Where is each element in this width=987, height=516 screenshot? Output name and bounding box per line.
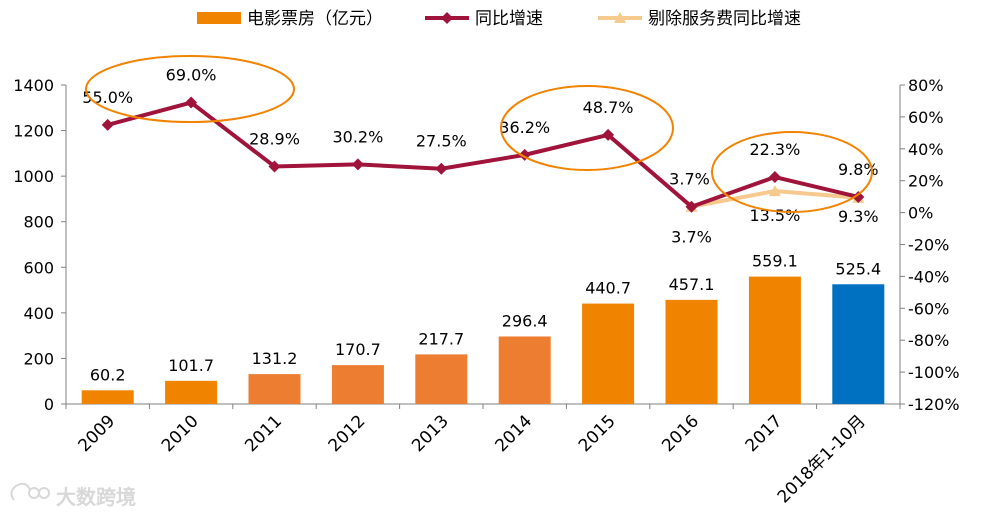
bar [81,390,134,404]
y-left-tick-label: 1000 [13,167,54,186]
growth-value-label: 69.0% [166,66,217,85]
x-tick-label: 2011 [241,411,286,456]
highlight-ellipse [85,55,295,123]
bar [165,380,218,404]
bar-series [81,276,885,404]
x-tick-label: 2012 [325,411,370,456]
bar-value-label: 440.7 [585,279,631,298]
growth-marker [435,162,448,175]
highlight-ellipse [500,85,674,171]
y-left-tick-label: 1400 [13,76,54,95]
legend-marker [614,12,626,23]
y-right-tick-label: -100% [908,363,960,382]
growth-marker [101,118,114,131]
bar-value-label: 131.2 [252,349,298,368]
y-left-tick-label: 800 [23,213,54,232]
ex-fee-value-label: 3.7% [671,228,712,247]
bar-value-label: 170.7 [335,340,381,359]
x-tick-labels: 2009 2010 2011 2012 2013 2014 2015 2016 20172018… [74,411,869,507]
y-right-tick-label: 20% [908,172,944,191]
y-right-tick-label: -80% [908,331,949,350]
y-right-tick-label: 60% [908,108,944,127]
bar-value-label: 60.2 [90,365,126,384]
x-tick-label: 2009 [74,411,119,456]
bar [415,354,468,404]
x-tick-label: 2010 [158,411,203,456]
y-right-tick-label: 40% [908,140,944,159]
highlight-ellipses [85,55,873,213]
bar [498,336,551,404]
growth-marker [685,200,698,213]
ex-fee-growth-marker [768,185,781,197]
x-tick-label: 2017 [742,411,787,456]
axes: 0 200 400 600 800 1000 1200 1400 -120% -100% -80% -… [13,76,959,414]
growth-value-label: 22.3% [749,140,800,159]
growth-marker [351,158,364,171]
y-left-tick-label: 1200 [13,122,54,141]
legend-label: 剔除服务费同比增速 [648,9,801,29]
legend-label: 同比增速 [475,9,543,29]
bar [832,284,885,404]
y-left-tick-label: 400 [23,304,54,323]
x-tick-label: 2013 [408,411,453,456]
bar-value-label: 296.4 [502,311,548,330]
x-tick-label: 2018年1-10月 [774,411,870,507]
growth-marker [185,96,198,109]
bar-labels: 60.2 101.7 131.2 170.7 217.7 296.4 440.7 457.1 5… [90,252,881,385]
line-labels: 55.0%69.0%28.9% 30.2% 27.5%36.2%48.7%3.7%2… [82,66,878,247]
legend-marker [441,12,453,24]
watermark: 大数跨境 [10,482,136,509]
bar [748,276,801,404]
bar [248,374,301,404]
y-left-tick-label: 0 [44,395,54,414]
bar [582,303,635,404]
y-right-tick-label: -60% [908,299,949,318]
legend-swatch-bar [197,12,241,24]
growth-marker [602,128,615,141]
line-series [101,96,865,213]
y-left-tick-label: 600 [23,258,54,277]
growth-value-label: 28.9% [249,130,300,149]
growth-value-label: 3.7% [669,170,710,189]
x-tick-label: 2015 [575,411,620,456]
y-right-tick-label: -20% [908,236,949,255]
x-tick-label: 2014 [492,411,537,456]
y-right-tick-label: -40% [908,267,949,286]
bar [331,365,384,404]
bar-value-label: 559.1 [752,252,798,271]
bar-value-label: 101.7 [168,356,214,375]
growth-value-label: 27.5% [416,132,467,151]
x-tick-label: 2016 [658,411,703,456]
growth-marker [268,160,281,173]
growth-value-label: 48.7% [583,98,634,117]
ex-fee-value-label: 13.5% [749,206,800,225]
bar [665,299,718,404]
y-right-tick-label: -120% [908,395,960,414]
bar-value-label: 525.4 [835,259,881,278]
growth-value-label: 30.2% [332,127,383,146]
growth-marker [768,171,781,184]
growth-marker [852,190,865,203]
growth-value-label: 9.8% [838,160,879,179]
legend: 电影票房（亿元） 同比增速 剔除服务费同比增速 [197,9,801,29]
bar-value-label: 457.1 [669,275,715,294]
highlight-ellipse [711,131,873,213]
growth-line [107,100,859,209]
bar-value-label: 217.7 [418,329,464,348]
legend-label: 电影票房（亿元） [247,9,383,29]
ex-fee-value-label: 9.3% [838,207,879,226]
growth-value-label: 36.2% [499,118,550,137]
y-right-tick-label: 80% [908,76,944,95]
y-right-tick-label: 0% [908,204,933,223]
watermark-icon [10,482,50,501]
watermark-text: 大数跨境 [56,485,136,509]
y-left-tick-label: 200 [23,349,54,368]
